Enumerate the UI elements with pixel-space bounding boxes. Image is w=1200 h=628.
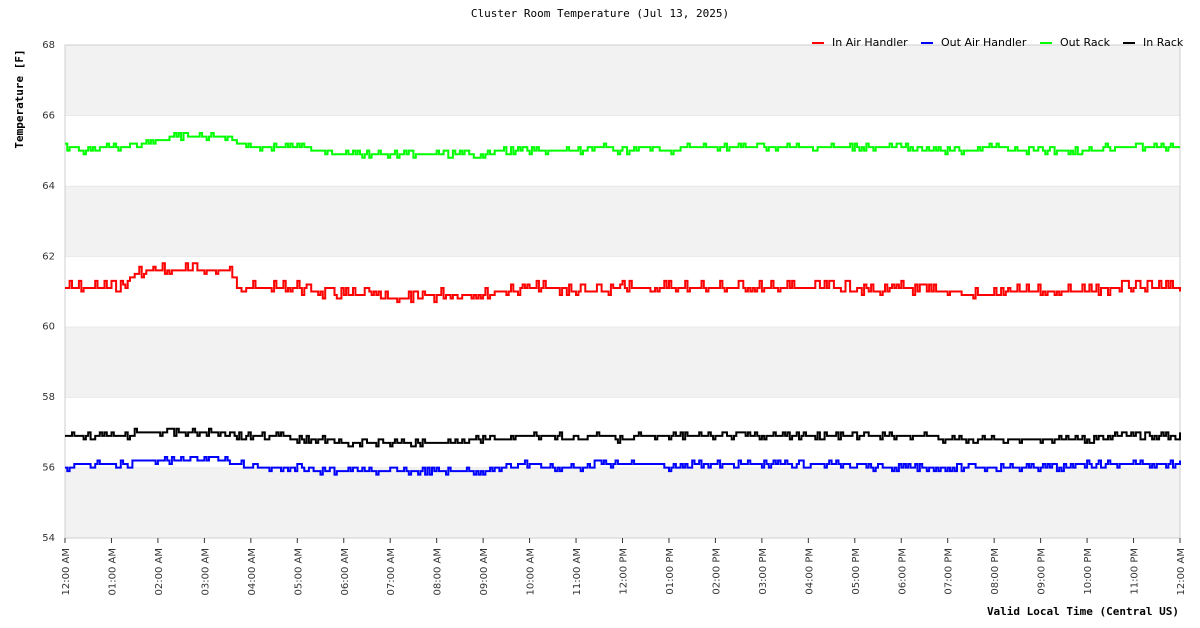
- grid-band: [65, 45, 1180, 115]
- x-tick-label: 03:00 AM: [200, 548, 211, 595]
- y-tick-label: 60: [42, 322, 55, 333]
- x-tick-label: 08:00 PM: [990, 548, 1001, 595]
- x-tick-label: 11:00 AM: [572, 548, 583, 595]
- x-tick-label: 12:00 AM: [61, 548, 72, 595]
- x-tick-label: 08:00 AM: [433, 548, 444, 595]
- temperature-line-chart: Cluster Room Temperature (Jul 13, 2025) …: [0, 0, 1200, 628]
- y-axis-label: Temperature [F]: [13, 49, 26, 148]
- x-axis-label: Valid Local Time (Central US): [987, 605, 1179, 618]
- x-tick-label: 04:00 AM: [247, 548, 258, 595]
- y-tick-label: 62: [42, 251, 55, 262]
- x-tick-label: 07:00 AM: [386, 548, 397, 595]
- chart-title: Cluster Room Temperature (Jul 13, 2025): [471, 7, 729, 20]
- grid-band: [65, 327, 1180, 397]
- x-tick-label: 11:00 PM: [1130, 548, 1141, 595]
- x-tick-label: 04:00 PM: [804, 548, 815, 595]
- y-tick-label: 54: [42, 533, 55, 544]
- x-tick-label: 02:00 AM: [154, 548, 165, 595]
- legend-label: In Air Handler: [832, 36, 908, 49]
- x-tick-label: 02:00 PM: [711, 548, 722, 595]
- y-tick-label: 58: [42, 392, 55, 403]
- legend-label: Out Rack: [1060, 36, 1111, 49]
- x-tick-label: 12:00 AM: [1176, 548, 1187, 595]
- x-tick-label: 09:00 PM: [1037, 548, 1048, 595]
- y-tick-label: 68: [42, 40, 55, 51]
- x-tick-label: 01:00 PM: [665, 548, 676, 595]
- x-tick-label: 01:00 AM: [107, 548, 118, 595]
- x-tick-label: 10:00 PM: [1083, 548, 1094, 595]
- x-tick-label: 05:00 AM: [293, 548, 304, 595]
- x-tick-label: 03:00 PM: [758, 548, 769, 595]
- x-tick-label: 10:00 AM: [526, 548, 537, 595]
- x-tick-label: 06:00 AM: [340, 548, 351, 595]
- legend-label: Out Air Handler: [941, 36, 1027, 49]
- legend-label: In Rack: [1143, 36, 1184, 49]
- x-tick-label: 06:00 PM: [897, 548, 908, 595]
- grid-band: [65, 186, 1180, 256]
- x-tick-label: 12:00 PM: [619, 548, 630, 595]
- x-tick-label: 05:00 PM: [851, 548, 862, 595]
- grid-band: [65, 468, 1180, 538]
- x-tick-label: 09:00 AM: [479, 548, 490, 595]
- y-tick-label: 56: [42, 463, 55, 474]
- x-tick-label: 07:00 PM: [944, 548, 955, 595]
- y-tick-label: 64: [42, 181, 55, 192]
- y-tick-label: 66: [42, 110, 55, 121]
